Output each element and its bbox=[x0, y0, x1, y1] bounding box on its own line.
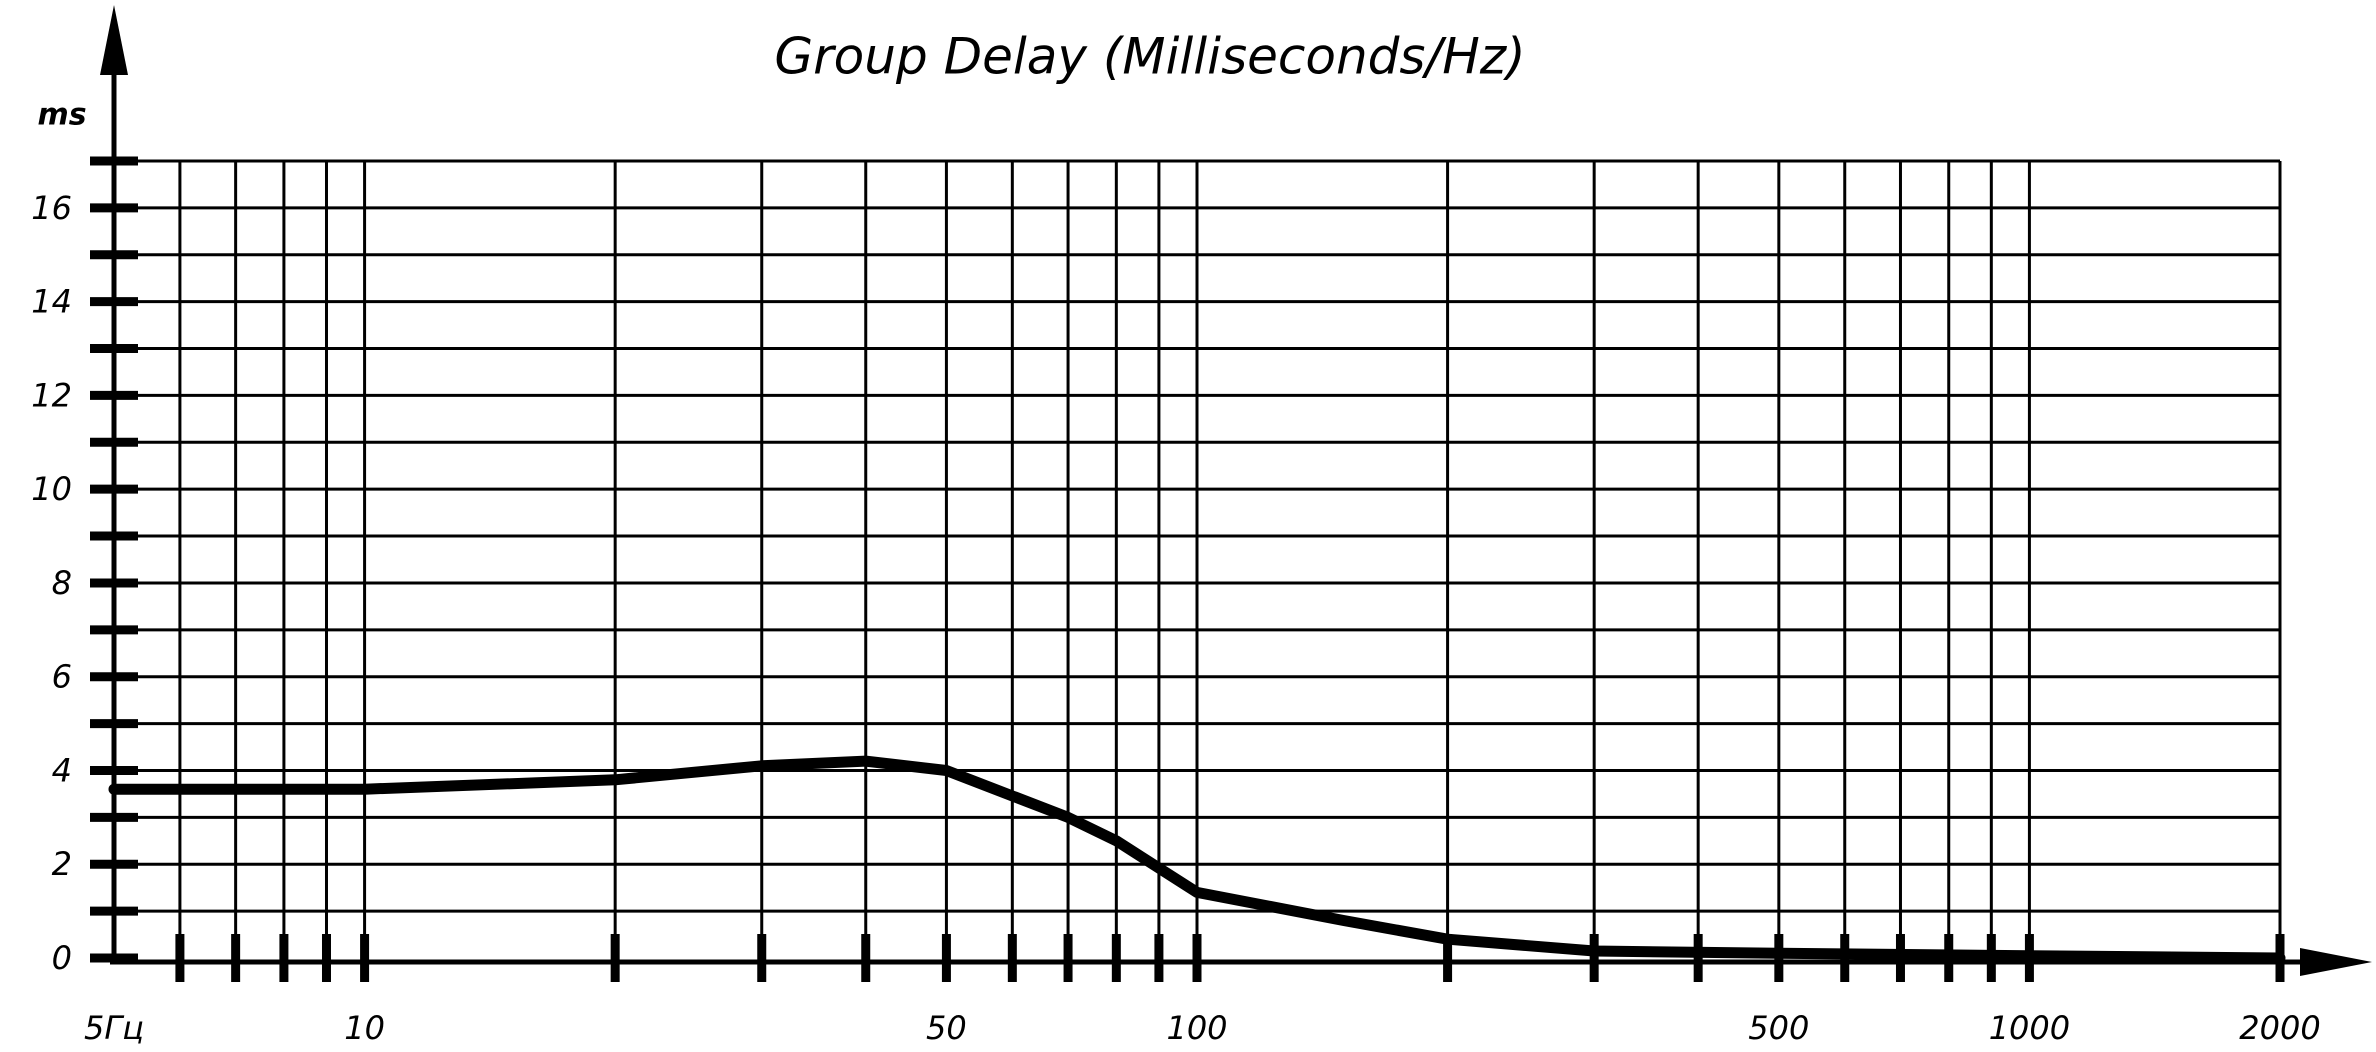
x-tick-label: 5Гц bbox=[84, 1009, 144, 1047]
y-tick-label: 14 bbox=[31, 283, 72, 321]
chart-title: Group Delay (Milliseconds/Hz) bbox=[774, 28, 1525, 86]
x-tick-label: 50 bbox=[926, 1009, 967, 1047]
y-tick-label: 0 bbox=[52, 939, 72, 977]
y-tick-label: 4 bbox=[52, 751, 72, 789]
y-tick-label: 10 bbox=[31, 470, 72, 508]
y-tick-label: 6 bbox=[52, 658, 72, 696]
x-tick-label: 100 bbox=[1166, 1009, 1227, 1047]
y-tick-label: 2 bbox=[52, 845, 72, 883]
y-tick-label: 12 bbox=[31, 376, 72, 414]
x-tick-label: 500 bbox=[1748, 1009, 1809, 1047]
y-tick-label: 16 bbox=[31, 189, 72, 227]
x-tick-label: 10 bbox=[344, 1009, 385, 1047]
y-arrow bbox=[100, 5, 128, 75]
y-axis-label: ms bbox=[37, 98, 86, 133]
y-tick-label: 8 bbox=[52, 564, 72, 602]
data-line bbox=[108, 755, 2286, 964]
x-tick-label: 2000 bbox=[2239, 1009, 2320, 1047]
x-tick-label: 1000 bbox=[1989, 1009, 2070, 1047]
x-arrow bbox=[2300, 948, 2372, 976]
